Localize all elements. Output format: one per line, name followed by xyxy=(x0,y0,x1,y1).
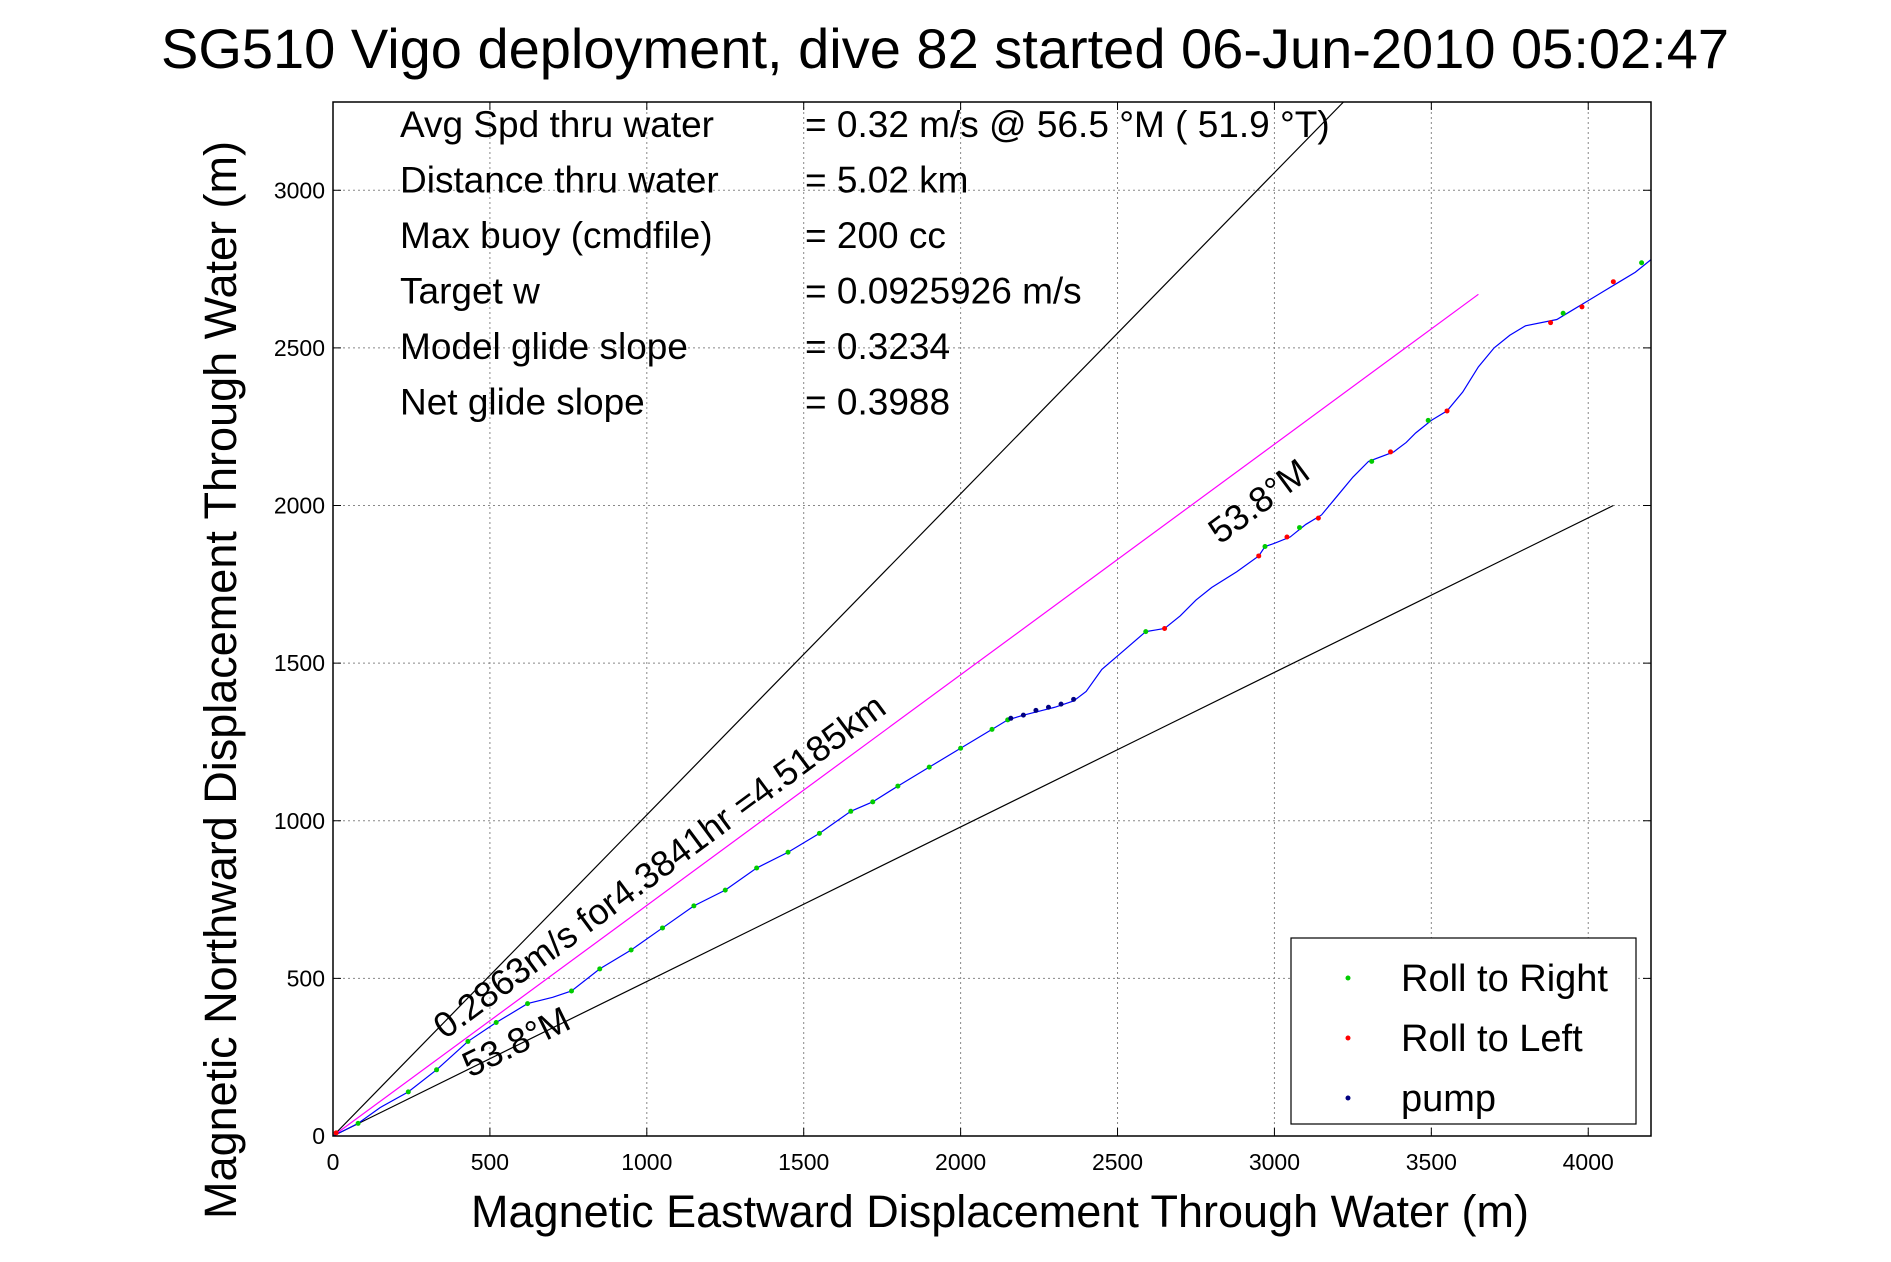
info-label: Net glide slope xyxy=(400,382,645,423)
info-label: Target w xyxy=(400,271,540,312)
y-tick-label: 2500 xyxy=(274,335,325,361)
y-tick-label: 0 xyxy=(312,1123,325,1149)
roll-to-right-marker xyxy=(465,1038,471,1044)
legend: Roll to Right Roll to Left pump xyxy=(1290,937,1637,1125)
roll-to-right-marker xyxy=(597,966,603,972)
roll-to-right-marker xyxy=(754,865,760,871)
axis-ticks: 0 500 1000 1500 2000 2500 3000 3500 4000 0 500 1000… xyxy=(274,102,1651,1175)
legend-marker xyxy=(1345,975,1351,981)
roll-to-right-marker xyxy=(691,903,697,909)
roll-to-left-marker xyxy=(1579,304,1585,310)
roll-to-right-marker xyxy=(1143,629,1149,635)
roll-to-right-marker xyxy=(628,947,634,953)
info-value: = 0.3234 xyxy=(805,326,950,367)
roll-to-right-marker xyxy=(660,925,665,931)
roll-to-right-marker xyxy=(1369,458,1375,464)
roll-to-right-marker xyxy=(493,1020,499,1026)
roll-to-right-marker xyxy=(926,764,932,770)
reference-line xyxy=(332,504,1614,1137)
info-label: Avg Spd thru water xyxy=(400,104,714,145)
info-value: = 0.0925926 m/s xyxy=(805,271,1082,312)
info-label: Model glide slope xyxy=(400,326,688,367)
roll-to-left-marker xyxy=(333,1130,339,1136)
roll-to-left-marker xyxy=(1388,449,1394,455)
x-tick-label: 1500 xyxy=(778,1149,829,1175)
roll-to-left-marker xyxy=(1548,320,1554,326)
y-tick-label: 1000 xyxy=(274,808,325,834)
legend-box xyxy=(1290,937,1637,1125)
x-tick-label: 3500 xyxy=(1406,1149,1457,1175)
reference-lines xyxy=(332,101,1614,1137)
roll-to-right-marker xyxy=(1560,310,1566,316)
roll-to-right-marker xyxy=(1297,525,1303,531)
roll-to-right-marker xyxy=(1262,543,1268,549)
info-label: Max buoy (cmdfile) xyxy=(400,215,713,256)
roll-to-left-marker xyxy=(1610,279,1616,285)
x-tick-label: 2000 xyxy=(935,1149,986,1175)
x-tick-label: 4000 xyxy=(1563,1149,1614,1175)
axes-box xyxy=(332,101,1652,1137)
roll-to-right-marker xyxy=(989,726,995,732)
y-tick-label: 500 xyxy=(287,965,325,991)
pump-marker xyxy=(1033,707,1039,713)
roll-to-left-marker xyxy=(1256,553,1262,559)
roll-to-right-marker xyxy=(405,1089,411,1095)
pump-marker xyxy=(1058,701,1064,707)
roll-to-left-marker xyxy=(1284,534,1290,540)
pump-marker xyxy=(1020,712,1026,718)
x-tick-label: 1000 xyxy=(621,1149,672,1175)
info-value: = 5.02 km xyxy=(805,160,969,201)
legend-marker xyxy=(1345,1095,1351,1101)
info-value: = 0.3988 xyxy=(805,382,950,423)
roll-to-right-marker xyxy=(355,1120,361,1126)
legend-label: Roll to Right xyxy=(1401,958,1608,1000)
roll-to-right-marker xyxy=(1639,260,1645,266)
pump-marker xyxy=(1008,715,1014,721)
x-tick-label: 2500 xyxy=(1092,1149,1143,1175)
y-tick-label: 1500 xyxy=(274,650,325,676)
y-tick-label: 2000 xyxy=(274,493,325,519)
roll-to-right-marker xyxy=(870,799,876,805)
y-axis-label: Magnetic Northward Displacement Through … xyxy=(195,141,246,1219)
pump-marker xyxy=(1071,696,1077,702)
x-tick-label: 0 xyxy=(327,1149,340,1175)
info-block: Avg Spd thru water = 0.32 m/s @ 56.5 °M (… xyxy=(400,104,1330,423)
roll-to-right-marker xyxy=(568,988,574,994)
roll-to-right-marker xyxy=(525,1001,531,1007)
reference-line xyxy=(332,101,1344,1137)
roll-to-right-marker xyxy=(1425,417,1431,423)
roll-to-right-marker xyxy=(722,887,728,893)
data-series xyxy=(332,259,1652,1137)
reference-line xyxy=(332,293,1479,1137)
roll-to-left-marker xyxy=(1444,408,1450,414)
legend-label: pump xyxy=(1401,1078,1496,1120)
roll-to-right-marker xyxy=(895,783,901,789)
x-tick-label: 500 xyxy=(471,1149,509,1175)
roll-to-left-marker xyxy=(1162,625,1168,631)
x-tick-label: 3000 xyxy=(1249,1149,1300,1175)
roll-to-right-marker xyxy=(785,849,791,855)
legend-marker xyxy=(1345,1035,1351,1041)
roll-to-right-marker xyxy=(958,745,964,751)
roll-to-right-marker xyxy=(848,808,854,814)
info-label: Distance thru water xyxy=(400,160,719,201)
info-value: = 200 cc xyxy=(805,215,946,256)
legend-label: Roll to Left xyxy=(1401,1018,1583,1060)
roll-to-right-marker xyxy=(816,830,822,836)
chart-title: SG510 Vigo deployment, dive 82 started 0… xyxy=(161,17,1729,80)
roll-to-right-marker xyxy=(434,1067,440,1073)
x-axis-label: Magnetic Eastward Displacement Through W… xyxy=(471,1186,1529,1237)
y-tick-label: 3000 xyxy=(274,177,325,203)
roll-to-left-marker xyxy=(1315,515,1321,521)
info-value: = 0.32 m/s @ 56.5 °M ( 51.9 °T) xyxy=(805,104,1330,145)
pump-marker xyxy=(1045,704,1051,710)
